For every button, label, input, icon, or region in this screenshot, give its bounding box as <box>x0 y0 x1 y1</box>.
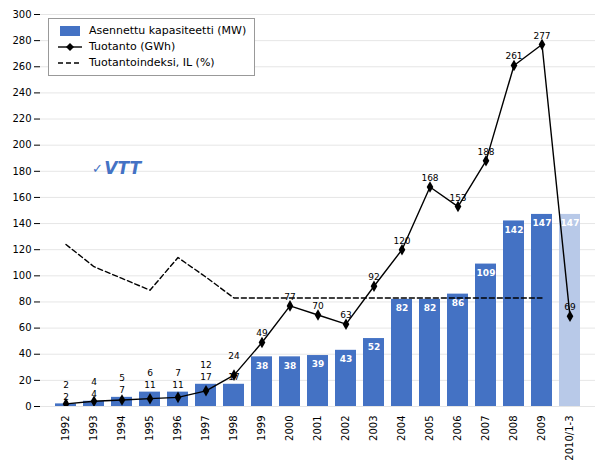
svg-text:2002: 2002 <box>340 416 351 441</box>
svg-text:1996: 1996 <box>172 416 183 441</box>
svg-text:240: 240 <box>12 87 31 98</box>
svg-text:17: 17 <box>200 372 211 382</box>
svg-text:7: 7 <box>119 385 125 395</box>
svg-text:12: 12 <box>200 360 211 370</box>
svg-text:0: 0 <box>25 401 31 412</box>
html-text:Tuotanto (GWh): Tuotanto (GWh) <box>89 40 176 53</box>
svg-text:260: 260 <box>12 61 31 72</box>
svg-text:69: 69 <box>564 302 576 312</box>
svg-text:1993: 1993 <box>88 416 99 441</box>
svg-text:39: 39 <box>312 359 325 369</box>
svg-text:2: 2 <box>63 391 69 402</box>
svg-text:109: 109 <box>477 268 496 278</box>
svg-text:220: 220 <box>12 113 31 124</box>
svg-text:1998: 1998 <box>228 416 239 441</box>
svg-text:1997: 1997 <box>200 416 211 441</box>
svg-text:11: 11 <box>144 380 155 390</box>
svg-text:277: 277 <box>533 31 550 41</box>
html-text:Asennettu kapasiteetti (MW): Asennettu kapasiteetti (MW) <box>89 24 247 37</box>
svg-text:40: 40 <box>19 348 32 359</box>
svg-text:38: 38 <box>256 361 269 371</box>
svg-text:70: 70 <box>312 301 324 311</box>
svg-text:11: 11 <box>172 380 183 390</box>
svg-text:24: 24 <box>228 351 240 361</box>
svg-text:200: 200 <box>12 139 31 150</box>
svg-text:4: 4 <box>91 377 97 387</box>
svg-text:280: 280 <box>12 35 31 46</box>
svg-text:2: 2 <box>63 380 69 390</box>
svg-text:92: 92 <box>368 272 379 282</box>
svg-text:✓: ✓ <box>92 161 103 176</box>
svg-text:2003: 2003 <box>368 416 379 441</box>
svg-text:300: 300 <box>12 9 31 20</box>
svg-text:VTT: VTT <box>104 158 142 178</box>
svg-text:60: 60 <box>19 322 32 333</box>
svg-text:49: 49 <box>256 328 268 338</box>
svg-text:20: 20 <box>19 375 32 386</box>
svg-text:52: 52 <box>368 342 381 352</box>
svg-text:1994: 1994 <box>116 416 127 441</box>
svg-text:120: 120 <box>393 236 410 246</box>
svg-text:82: 82 <box>424 303 437 313</box>
svg-text:160: 160 <box>12 192 31 203</box>
svg-text:2005: 2005 <box>424 416 435 441</box>
svg-text:2008: 2008 <box>508 416 519 441</box>
svg-text:153: 153 <box>449 193 466 203</box>
svg-text:80: 80 <box>19 296 32 307</box>
svg-text:100: 100 <box>12 270 31 281</box>
svg-text:147: 147 <box>561 218 580 228</box>
svg-text:2006: 2006 <box>452 416 463 441</box>
svg-text:168: 168 <box>421 173 438 183</box>
svg-text:4: 4 <box>91 389 97 400</box>
svg-text:63: 63 <box>340 310 351 320</box>
svg-text:120: 120 <box>12 244 31 255</box>
svg-text:86: 86 <box>452 298 465 308</box>
svg-text:2001: 2001 <box>312 416 323 441</box>
svg-text:38: 38 <box>284 361 297 371</box>
svg-text:5: 5 <box>119 373 125 383</box>
svg-text:2010/1-3: 2010/1-3 <box>564 416 575 461</box>
svg-text:261: 261 <box>505 51 522 61</box>
svg-text:6: 6 <box>147 368 153 378</box>
svg-text:43: 43 <box>340 354 353 364</box>
html-text:Tuotantoindeksi, IL (%): Tuotantoindeksi, IL (%) <box>89 56 215 69</box>
svg-text:142: 142 <box>505 225 524 235</box>
svg-text:147: 147 <box>533 218 552 228</box>
svg-text:1995: 1995 <box>144 416 155 441</box>
svg-text:1999: 1999 <box>256 416 267 441</box>
svg-text:180: 180 <box>12 166 31 177</box>
svg-text:77: 77 <box>284 292 295 302</box>
svg-text:7: 7 <box>175 368 181 378</box>
svg-text:2007: 2007 <box>480 416 491 441</box>
svg-text:2000: 2000 <box>284 416 295 441</box>
svg-text:140: 140 <box>12 218 31 229</box>
svg-text:188: 188 <box>477 147 494 157</box>
svg-text:2009: 2009 <box>536 416 547 441</box>
svg-text:1992: 1992 <box>60 416 71 441</box>
svg-text:82: 82 <box>396 303 409 313</box>
svg-text:2004: 2004 <box>396 416 407 441</box>
